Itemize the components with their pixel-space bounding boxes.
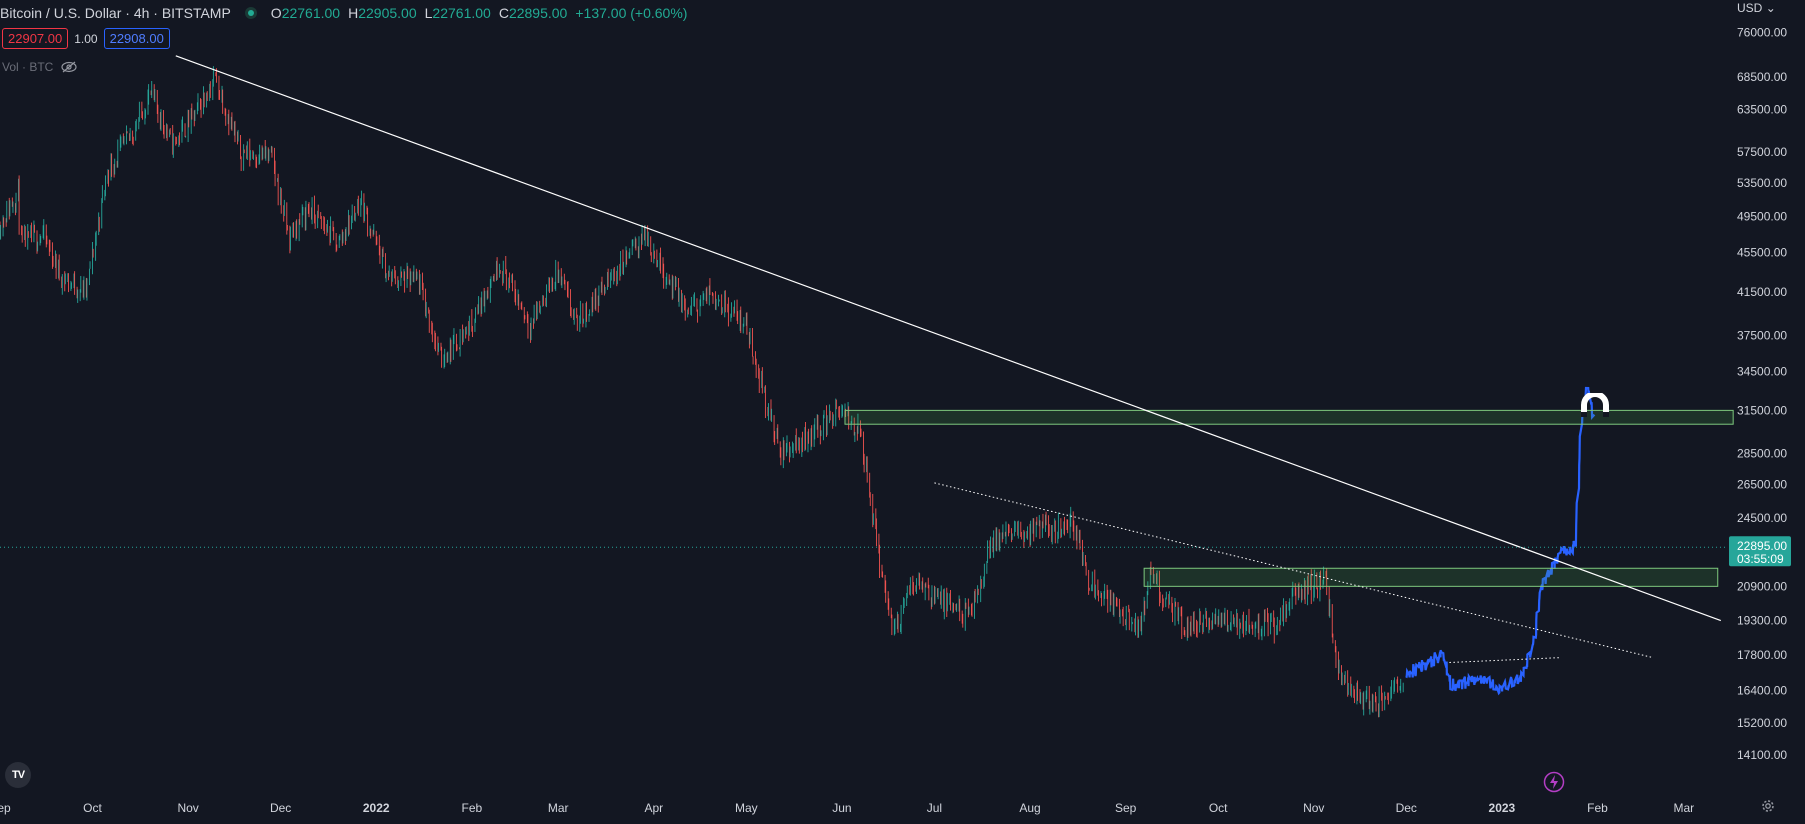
tradingview-logo[interactable]: TV: [5, 762, 31, 788]
spread-value: 1.00: [74, 31, 98, 46]
y-tick-label: 45500.00: [1737, 246, 1787, 260]
chevron-down-icon: ⌄: [1765, 1, 1776, 15]
x-tick-label: Feb: [461, 801, 482, 815]
high-label: H: [348, 5, 359, 21]
y-tick-label: 53500.00: [1737, 176, 1787, 190]
y-tick-label: 26500.00: [1737, 478, 1787, 492]
y-tick-label: 68500.00: [1737, 70, 1787, 84]
lightning-icon[interactable]: [1543, 771, 1565, 793]
x-tick-label: Mar: [548, 801, 569, 815]
candles-group: [0, 66, 1404, 718]
y-tick-label: 63500.00: [1737, 103, 1787, 117]
y-tick-label: 41500.00: [1737, 285, 1787, 299]
y-tick-label: 24500.00: [1737, 511, 1787, 525]
open-label: O: [270, 5, 282, 21]
x-tick-label: Nov: [1303, 801, 1324, 815]
low-label: L: [424, 5, 433, 21]
y-tick-label: 37500.00: [1737, 329, 1787, 343]
x-tick-label: Nov: [177, 801, 198, 815]
x-tick-label: Dec: [1396, 801, 1417, 815]
x-tick-label: Apr: [644, 801, 663, 815]
x-tick-label: Oct: [1209, 801, 1228, 815]
low-value: 22761.00: [432, 5, 491, 21]
gear-icon[interactable]: [1760, 798, 1776, 814]
y-tick-label: 14100.00: [1737, 748, 1787, 762]
eye-slash-icon[interactable]: [61, 61, 77, 73]
time-scale-area: [0, 790, 1727, 824]
x-tick-label: Jul: [927, 801, 942, 815]
x-tick-label: Jun: [832, 801, 851, 815]
x-tick-label: Sep: [0, 801, 11, 815]
volume-label: Vol · BTC: [2, 60, 54, 74]
x-tick-label: 2023: [1489, 801, 1516, 815]
y-tick-label: 76000.00: [1737, 26, 1787, 40]
x-tick-label: Oct: [83, 801, 102, 815]
projection-group: [1405, 386, 1596, 696]
y-tick-label: 17800.00: [1737, 648, 1787, 662]
y-tick-label: 19300.00: [1737, 614, 1787, 628]
y-tick-label: 16400.00: [1737, 683, 1787, 697]
buy-price-button[interactable]: 22908.00: [103, 28, 170, 49]
countdown-label: 03:55:09: [1737, 552, 1784, 566]
x-tick-label: Dec: [270, 801, 291, 815]
close-value: 22895.00: [508, 5, 568, 21]
y-tick-label: 31500.00: [1737, 403, 1787, 417]
high-value: 22905.00: [358, 5, 417, 21]
close-label: C: [498, 5, 509, 21]
currency-selector[interactable]: USD ⌄: [1737, 1, 1776, 15]
trendline-2: [934, 482, 1654, 659]
projection-path: [1405, 386, 1596, 696]
y-tick-label: 20900.00: [1737, 579, 1787, 593]
x-tick-label: Mar: [1673, 801, 1694, 815]
x-tick-label: May: [735, 801, 758, 815]
y-tick-label: 49500.00: [1737, 210, 1787, 224]
current-price-label: 22895.00: [1737, 539, 1787, 553]
trendline-3: [1449, 657, 1561, 663]
y-tick-label: 28500.00: [1737, 446, 1787, 460]
market-status-icon: [244, 7, 257, 19]
price-scale-area: [1727, 0, 1805, 824]
quote-row: 22907.00 1.00 22908.00: [2, 28, 170, 49]
x-tick-label: 2022: [363, 801, 390, 815]
magnet-icon[interactable]: [1580, 393, 1610, 419]
x-tick-label: Feb: [1587, 801, 1608, 815]
zone-box-1: [844, 409, 1734, 425]
currency-label: USD: [1737, 1, 1763, 15]
change-value: +137.00 (+0.60%): [575, 5, 688, 21]
zone-box-2: [1143, 567, 1719, 587]
volume-legend: Vol · BTC: [2, 60, 77, 74]
sell-price-button[interactable]: 22907.00: [2, 28, 69, 49]
trendline-1: [175, 55, 1722, 622]
y-tick-label: 15200.00: [1737, 716, 1787, 730]
symbol-title[interactable]: Bitcoin / U.S. Dollar · 4h · BITSTAMP: [0, 5, 231, 21]
x-tick-label: Sep: [1115, 801, 1137, 815]
y-tick-label: 57500.00: [1737, 145, 1787, 159]
open-value: 22761.00: [281, 5, 341, 21]
current-price-badge: [1729, 536, 1791, 567]
y-tick-label: 34500.00: [1737, 364, 1787, 378]
x-tick-label: Aug: [1019, 801, 1040, 815]
